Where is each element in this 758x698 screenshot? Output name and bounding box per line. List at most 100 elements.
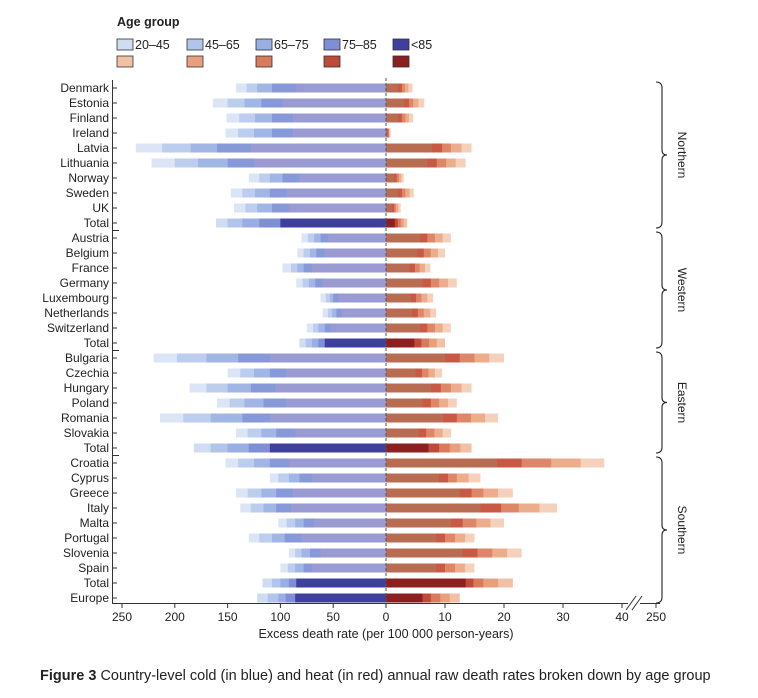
- row-label-western-france: France: [72, 261, 110, 275]
- heat-bar-southern-greece-4: [386, 488, 460, 498]
- x-axis-title: Excess death rate (per 100 000 person-ye…: [259, 627, 514, 641]
- row-label-southern-portugal: Portugal: [64, 531, 109, 545]
- heat-bar-western-luxembourg-4: [386, 293, 411, 303]
- heat-bar-southern-portugal-4: [386, 533, 437, 543]
- cold-bar-northern-finland-4: [293, 113, 386, 123]
- cold-bar-northern-uk-4: [288, 203, 386, 213]
- legend-label-2: 65–75: [274, 38, 309, 52]
- cold-bar-eastern-czechia-4: [285, 368, 386, 378]
- x-tick-label-heat-0: 10: [438, 610, 452, 624]
- row-label-southern-cyprus: Cyprus: [71, 471, 109, 485]
- row-label-eastern-poland: Poland: [72, 396, 109, 410]
- row-label-western-germany: Germany: [60, 276, 109, 290]
- cold-bar-western-austria-4: [327, 233, 386, 243]
- heat-bar-eastern-czechia-4: [386, 368, 416, 378]
- legend-label-0: 20–45: [135, 38, 170, 52]
- x-tick-label-cold-0: 250: [112, 610, 132, 624]
- axis-break-mark-1: [625, 595, 637, 611]
- heat-bar-northern-lithuania-4: [386, 158, 428, 168]
- cold-bar-eastern-hungary-4: [275, 383, 386, 393]
- heat-bar-eastern-bulgaria-4: [386, 353, 445, 363]
- x-tick-label-cold-4: 50: [327, 610, 341, 624]
- figure-label: Figure 3: [40, 668, 97, 684]
- cold-bar-southern-greece-4: [293, 488, 386, 498]
- row-label-western-luxembourg: Luxembourg: [42, 291, 109, 305]
- legend-swatch-heat-4: [392, 55, 410, 68]
- row-label-northern-total: Total: [84, 216, 109, 230]
- cold-bar-northern-ireland-4: [293, 128, 386, 138]
- row-label-southern-total: Total: [84, 576, 109, 590]
- group-label-southern: Southern: [675, 506, 689, 555]
- row-label-eastern-czechia: Czechia: [66, 366, 110, 380]
- row-label-southern-croatia: Croatia: [70, 456, 109, 470]
- cold-bar-western-france-4: [312, 263, 386, 273]
- heat-bar-western-netherlands-4: [386, 308, 412, 318]
- heat-bar-northern-denmark-4: [386, 83, 398, 93]
- legend-swatch-cold-3: [323, 38, 341, 51]
- heat-bar-northern-norway-4: [386, 173, 395, 183]
- heat-bar-eastern-hungary-4: [386, 383, 431, 393]
- heat-bar-northern-total-4: [386, 218, 395, 228]
- x-tick-label-cold-5: 0: [383, 610, 390, 624]
- cold-bar-northern-total-4: [280, 218, 386, 228]
- cold-bar-northern-denmark-4: [296, 83, 386, 93]
- heat-bar-southern-croatia-4: [386, 458, 497, 468]
- row-label-northern-sweden: Sweden: [66, 186, 109, 200]
- cold-bar-western-switzerland-4: [331, 323, 386, 333]
- cold-bar-southern-croatia-4: [288, 458, 386, 468]
- cold-bar-southern-total-4: [296, 578, 386, 588]
- cold-bar-western-luxembourg-4: [338, 293, 386, 303]
- group-label-western: Western: [675, 268, 689, 312]
- row-label-western-austria: Austria: [72, 231, 110, 245]
- x-tick-label-heat-2: 30: [556, 610, 570, 624]
- figure-caption: Figure 3 Country-level cold (in blue) an…: [40, 668, 711, 684]
- legend-swatch-heat-2: [255, 55, 273, 68]
- row-label-northern-latvia: Latvia: [77, 141, 109, 155]
- x-tick-label-cold-1: 200: [165, 610, 185, 624]
- cold-bar-eastern-romania-4: [269, 413, 386, 423]
- heat-bar-northern-uk-4: [386, 203, 392, 213]
- group-bracket-southern: [655, 456, 668, 604]
- cold-bar-southern-slovenia-4: [320, 548, 386, 558]
- heat-bar-eastern-slovakia-4: [386, 428, 419, 438]
- cold-bar-northern-latvia-4: [250, 143, 386, 153]
- cold-bar-southern-malta-4: [314, 518, 386, 528]
- legend-swatch-cold-0: [116, 38, 134, 51]
- heat-bar-northern-ireland-4: [386, 128, 388, 138]
- row-label-western-switzerland: Switzerland: [47, 321, 109, 335]
- legend-swatch-heat-3: [323, 55, 341, 68]
- heat-bar-northern-latvia-4: [386, 143, 433, 153]
- legend-label-4: <85: [411, 38, 432, 52]
- row-label-western-netherlands: Netherlands: [44, 306, 109, 320]
- heat-bar-northern-sweden-4: [386, 188, 398, 198]
- heat-bar-western-belgium-4: [386, 248, 418, 258]
- row-label-eastern-bulgaria: Bulgaria: [65, 351, 109, 365]
- cold-bar-western-belgium-4: [324, 248, 386, 258]
- row-label-northern-denmark: Denmark: [60, 81, 110, 95]
- group-bracket-northern: [655, 81, 668, 229]
- cold-bar-western-total-4: [324, 338, 386, 348]
- axis-break-mark-2: [631, 595, 643, 611]
- row-label-northern-ireland: Ireland: [72, 126, 109, 140]
- x-tick-label-heat-1: 20: [497, 610, 511, 624]
- group-label-northern: Northern: [675, 132, 689, 179]
- row-label-eastern-total: Total: [84, 441, 109, 455]
- cold-bar-northern-estonia-4: [282, 98, 386, 108]
- x-tick-label-cold-3: 100: [270, 610, 290, 624]
- row-label-southern-italy: Italy: [87, 501, 109, 515]
- figure-caption-text: Country-level cold (in blue) and heat (i…: [100, 668, 711, 684]
- legend-swatch-cold-4: [392, 38, 410, 51]
- row-label-southern-greece: Greece: [70, 486, 110, 500]
- heat-bar-western-france-4: [386, 263, 410, 273]
- row-label-southern-europe: Europe: [70, 591, 109, 605]
- cold-bar-southern-cyprus-4: [312, 473, 386, 483]
- group-bracket-eastern: [655, 351, 668, 454]
- legend-title: Age group: [117, 15, 180, 29]
- legend-swatch-cold-1: [186, 38, 204, 51]
- heat-bar-western-austria-4: [386, 233, 421, 243]
- heat-bar-southern-cyprus-4: [386, 473, 440, 483]
- x-tick-label-heat-3: 40: [615, 610, 629, 624]
- heat-bar-western-germany-4: [386, 278, 423, 288]
- heat-bar-southern-europe-4: [386, 593, 423, 603]
